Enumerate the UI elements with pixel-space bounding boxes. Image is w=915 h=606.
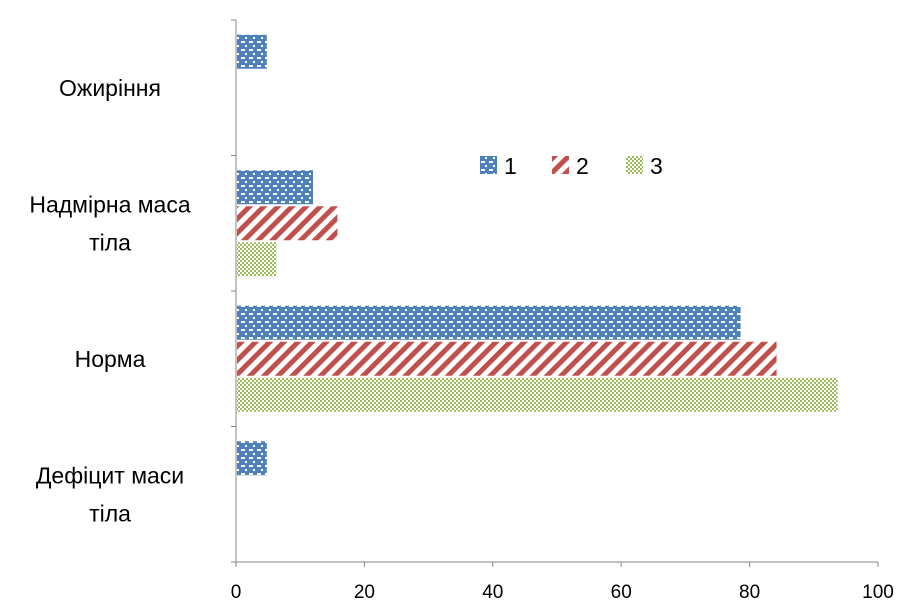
legend-label-3: 3: [650, 153, 663, 179]
bar-series-1-0: [237, 441, 267, 476]
legend-swatch-1: [480, 156, 497, 174]
legend-label-2: 2: [576, 153, 589, 179]
x-tick-label: 80: [739, 582, 760, 603]
category-labels: Дефіцит маси тіла Норма Надмірна маса тіла Ож…: [29, 19, 236, 563]
bar-series-3-2: [237, 242, 277, 277]
category-label: тіла: [89, 229, 131, 255]
category-label: Надмірна маса: [29, 191, 191, 217]
bar-series-3-1: [237, 377, 838, 412]
category-label: тіла: [89, 500, 131, 526]
legend-swatch-2: [552, 156, 569, 174]
bar-series-1-2: [237, 170, 314, 205]
bar-series-2-1: [237, 341, 777, 376]
x-tick-label: 0: [231, 582, 242, 603]
x-tick-label: 40: [482, 582, 503, 603]
category-label: Ожиріння: [59, 75, 161, 101]
x-tick-label: 100: [862, 582, 894, 603]
legend-label-1: 1: [504, 153, 517, 179]
category-label: Дефіцит маси: [36, 462, 184, 488]
x-axis-ticks: 0 20 40 60 80 100: [231, 562, 894, 603]
x-tick-label: 60: [611, 582, 632, 603]
bar-series-1-1: [237, 305, 741, 340]
category-label: Норма: [75, 346, 146, 372]
bar-series-2-2: [237, 206, 338, 241]
bar-series-1-3: [237, 34, 267, 69]
bars-group: [237, 34, 838, 476]
legend-swatch-3: [626, 156, 643, 174]
legend: 1 2 3: [480, 153, 663, 179]
x-tick-label: 20: [354, 582, 375, 603]
